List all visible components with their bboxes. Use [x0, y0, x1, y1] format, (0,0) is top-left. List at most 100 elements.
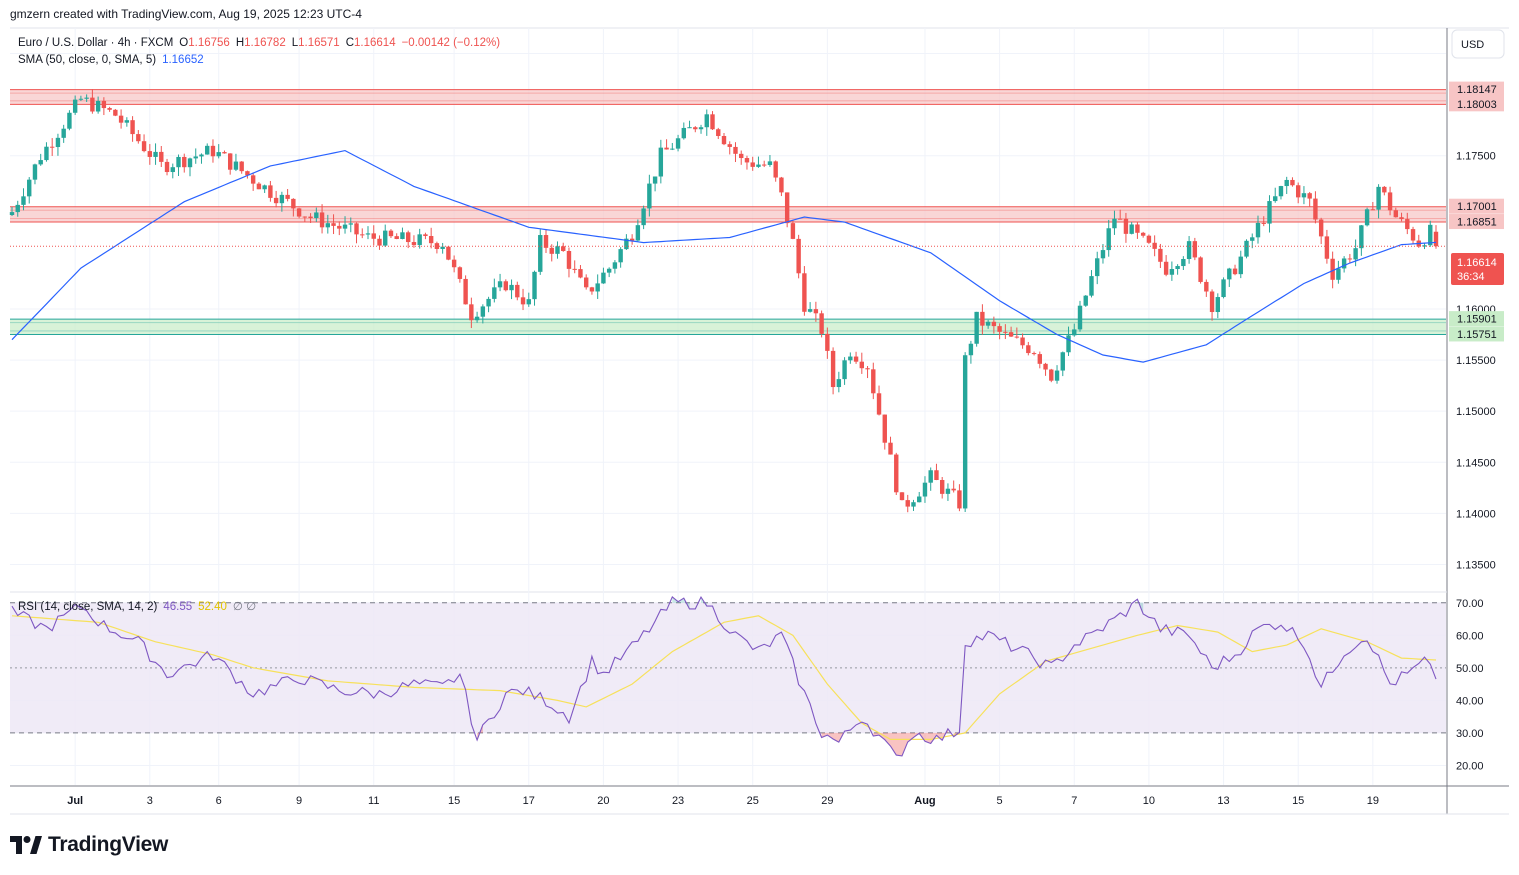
candle-body	[578, 269, 583, 278]
candle-body	[38, 160, 43, 165]
rsi-axis[interactable]: 70.00 60.00 50.00 40.00 30.00 20.00	[1456, 598, 1484, 773]
candle-body	[107, 108, 112, 110]
candle-body	[601, 272, 606, 284]
support-zone	[10, 319, 1446, 335]
rsi-tick-label: 50.00	[1456, 663, 1484, 675]
candle-body	[1163, 261, 1169, 275]
candle-body	[78, 98, 84, 100]
candle-body	[1117, 218, 1123, 220]
zone-label: 1.17001	[1457, 201, 1497, 213]
candle-body	[1382, 186, 1387, 193]
candle-body	[939, 479, 945, 494]
candle-body	[899, 492, 905, 501]
candle-body	[641, 208, 646, 226]
candle-body	[991, 321, 997, 327]
time-tick-label: 17	[523, 795, 535, 807]
candle-body	[1422, 245, 1427, 247]
sma-legend[interactable]: SMA (50, close, 0, SMA, 5) 1.16652	[18, 54, 204, 66]
candle-body	[572, 268, 577, 270]
candle-body	[469, 304, 474, 321]
candle-body	[1140, 232, 1146, 236]
candle-body	[1186, 241, 1192, 260]
candle-body	[951, 488, 956, 491]
candle-body	[1181, 259, 1186, 267]
candle-body	[302, 216, 308, 218]
candle-body	[606, 268, 612, 273]
support-zone-inner	[10, 322, 1446, 324]
candle-body	[543, 235, 549, 248]
candle-body	[159, 151, 164, 162]
price-zones	[10, 89, 1446, 335]
price-axis[interactable]: 1.185001.175001.160001.155001.150001.145…	[1456, 49, 1496, 572]
candle-body	[997, 326, 1002, 332]
candle-body	[693, 127, 698, 130]
candle-body	[922, 482, 928, 497]
candle-body	[583, 277, 589, 288]
candle-body	[262, 185, 267, 190]
candle-body	[503, 281, 509, 291]
zone-label: 1.16851	[1457, 217, 1497, 229]
rsi-legend[interactable]: RSI (14, close, SMA, 14, 2) 46.55 52.40 ∅ ∅	[18, 601, 256, 613]
candle-body	[84, 97, 89, 99]
candle-body	[1169, 269, 1175, 275]
candle-body	[807, 309, 813, 312]
candle-body	[268, 185, 273, 198]
candle-body	[647, 183, 652, 209]
candle-body	[974, 311, 979, 344]
time-tick-label: 5	[997, 795, 1003, 807]
candle-body	[101, 100, 107, 109]
candle-body	[360, 234, 365, 236]
resistance-zone-inner	[10, 218, 1446, 220]
zone-label-bg	[1449, 81, 1504, 97]
symbol-legend[interactable]: Euro / U.S. Dollar · 4h · FXCM O1.16756 H1…	[18, 37, 500, 49]
last-price-tag: 1.16614 36:34	[1451, 253, 1504, 285]
candle-body	[394, 236, 399, 239]
candle-body	[250, 175, 256, 184]
candle-body	[1146, 235, 1152, 243]
candle-body	[342, 224, 348, 229]
candle-body	[830, 350, 836, 388]
chart-canvas[interactable]: 1.185001.175001.160001.155001.150001.145…	[0, 0, 1519, 830]
candle-body	[44, 146, 49, 161]
candle-body	[451, 259, 457, 268]
candle-body	[256, 183, 262, 190]
candle-body	[388, 230, 394, 237]
candle-body	[1066, 335, 1071, 353]
candle-body	[1192, 241, 1198, 258]
candle-body	[1026, 345, 1031, 354]
candle-body	[796, 238, 801, 274]
candle-body	[1003, 331, 1008, 333]
candle-body	[1014, 336, 1020, 338]
candle-body	[761, 164, 767, 166]
candle-body	[49, 146, 55, 148]
time-axis[interactable]: Jul 3 6 9 11 15 17 20 23 25 29 Aug 5 7 10 13 15 19	[67, 795, 1379, 807]
candle-body	[767, 161, 773, 165]
time-tick-label: 3	[147, 795, 153, 807]
candle-body	[865, 368, 870, 370]
candle-body	[153, 151, 158, 157]
candle-body	[1267, 201, 1272, 224]
candle-body	[383, 230, 388, 246]
candle-body	[1054, 370, 1060, 381]
candle-body	[239, 161, 244, 172]
candle-body	[612, 262, 618, 269]
candle-body	[405, 232, 411, 243]
candle-body	[652, 176, 658, 184]
candle-body	[1089, 276, 1094, 296]
candle-body	[182, 156, 187, 168]
candle-body	[1072, 329, 1077, 336]
rsi-tick-label: 60.00	[1456, 630, 1484, 642]
candle-body	[377, 238, 382, 246]
candle-body	[917, 496, 922, 503]
candle-body	[526, 299, 531, 305]
tradingview-logo[interactable]: TradingView	[10, 832, 168, 858]
candle-body	[561, 246, 566, 251]
candle-body	[555, 246, 560, 254]
candle-body	[1020, 337, 1025, 346]
candle-body	[233, 161, 239, 170]
candle-body	[279, 194, 285, 204]
candle-body	[1077, 305, 1083, 330]
currency-button[interactable]: USD	[1451, 29, 1505, 59]
candle-body	[187, 158, 193, 168]
